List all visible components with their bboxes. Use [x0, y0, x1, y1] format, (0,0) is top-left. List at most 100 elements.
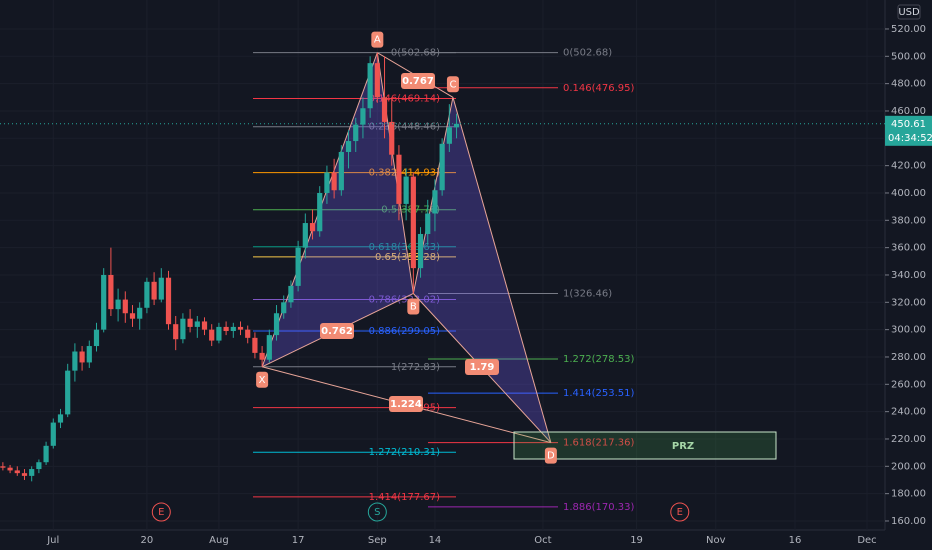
- fib-label: 1(272.83): [391, 362, 440, 373]
- candle-body: [137, 307, 143, 319]
- fib-label: 1(326.46): [563, 288, 612, 299]
- y-tick-label: 260.00: [891, 379, 926, 390]
- candle-body: [209, 329, 215, 341]
- candle-body: [108, 274, 114, 310]
- candle-body: [389, 121, 395, 155]
- candle-body: [230, 326, 236, 332]
- candle-body: [7, 467, 13, 471]
- candle-body: [309, 223, 316, 232]
- ratio-box: [401, 73, 435, 89]
- candle-body: [281, 302, 287, 314]
- y-tick-label: 400.00: [891, 188, 926, 199]
- candle-body: [417, 233, 424, 269]
- candle-body: [0, 466, 6, 468]
- candle-body: [36, 462, 42, 470]
- candle-body: [288, 285, 294, 303]
- candle-body: [65, 370, 71, 415]
- candle-body: [245, 329, 251, 338]
- candle-body: [173, 324, 179, 340]
- candle-body: [259, 352, 265, 360]
- y-tick-label: 340.00: [891, 270, 926, 281]
- y-tick-label: 460.00: [891, 106, 926, 117]
- fib-label: 0.618(360.63): [369, 242, 441, 253]
- x-tick-label: 14: [429, 535, 442, 546]
- ratio-box: [465, 359, 499, 375]
- currency-box: [897, 4, 921, 20]
- y-tick-label: 200.00: [891, 461, 926, 472]
- candle-body: [180, 318, 186, 340]
- pattern-xab: [262, 52, 414, 367]
- x-tick-label: Sep: [368, 535, 387, 546]
- fib-label: 0.236(448.46): [369, 122, 441, 133]
- candle-body: [360, 108, 366, 125]
- candle-body: [381, 97, 388, 122]
- event-marker: [151, 502, 171, 522]
- pattern-point-label: X: [259, 375, 266, 386]
- candle-body: [338, 151, 344, 191]
- candle-body: [86, 346, 92, 363]
- currency: USD: [898, 7, 920, 18]
- candle-body: [353, 124, 359, 142]
- y-tick-label: 380.00: [891, 215, 926, 226]
- fib-label: 0.382(414.93): [369, 168, 441, 179]
- last-price-box: [885, 115, 932, 146]
- candle-body: [403, 176, 409, 204]
- candle-body: [439, 143, 445, 191]
- candle-body: [223, 326, 229, 332]
- candle-body: [151, 281, 157, 300]
- candle-body: [367, 63, 373, 109]
- ratio-label: 1.79: [470, 362, 495, 373]
- ratio-label: 0.762: [321, 326, 353, 337]
- pattern-bcd: [413, 97, 551, 443]
- x-tick-label: 16: [789, 535, 802, 546]
- x-tick-label: 17: [292, 535, 305, 546]
- fib-label: 1.414(177.67): [369, 492, 441, 503]
- y-tick-label: 240.00: [891, 407, 926, 418]
- pattern-leg: [452, 97, 552, 443]
- candle-body: [194, 321, 200, 327]
- candle-body: [129, 313, 136, 319]
- y-tick-label: 500.00: [891, 51, 926, 62]
- pattern-point-label: C: [449, 79, 456, 90]
- ratio-box: [389, 396, 423, 412]
- candle-body: [29, 469, 35, 476]
- y-tick-label: 300.00: [891, 325, 926, 336]
- pattern-point-label: B: [410, 301, 417, 312]
- fib-label: 1.272(278.53): [563, 354, 635, 365]
- pattern-point: [371, 31, 384, 48]
- candle-body: [331, 172, 337, 191]
- event-label: E: [158, 507, 164, 518]
- fib-label: 1.618(217.36): [563, 438, 635, 449]
- x-tick-label: Aug: [209, 535, 229, 546]
- candle-body: [432, 190, 438, 214]
- candle-body: [101, 274, 107, 330]
- candle-body: [273, 313, 280, 336]
- pattern-leg: [376, 52, 414, 294]
- ratio-label: 0.767: [402, 76, 434, 87]
- y-tick-label: 520.00: [891, 24, 926, 35]
- candle-body: [165, 277, 172, 325]
- candle-body: [410, 176, 416, 269]
- fib-label: 1.272(210.31): [369, 447, 441, 458]
- candle-body: [425, 213, 431, 234]
- candle-body: [79, 351, 85, 363]
- ratio-label: 1.224: [390, 399, 422, 410]
- pattern-point: [256, 371, 269, 388]
- candle-body: [158, 277, 164, 300]
- y-tick-label: 160.00: [891, 516, 926, 527]
- y-tick-label: 420.00: [891, 161, 926, 172]
- pattern-point: [446, 76, 459, 93]
- candle-body: [14, 470, 20, 474]
- x-tick-label: 20: [141, 535, 154, 546]
- y-tick-label: 480.00: [891, 79, 926, 90]
- event-marker: [367, 502, 387, 522]
- candle-body: [317, 192, 323, 232]
- fib-label: 0(502.68): [563, 48, 612, 59]
- fib-label: 1.414(253.51): [563, 388, 635, 399]
- fib-label: 0.786(322.02): [369, 295, 441, 306]
- candle-body: [187, 318, 193, 327]
- candle-body: [72, 351, 78, 371]
- candle-body: [50, 422, 56, 446]
